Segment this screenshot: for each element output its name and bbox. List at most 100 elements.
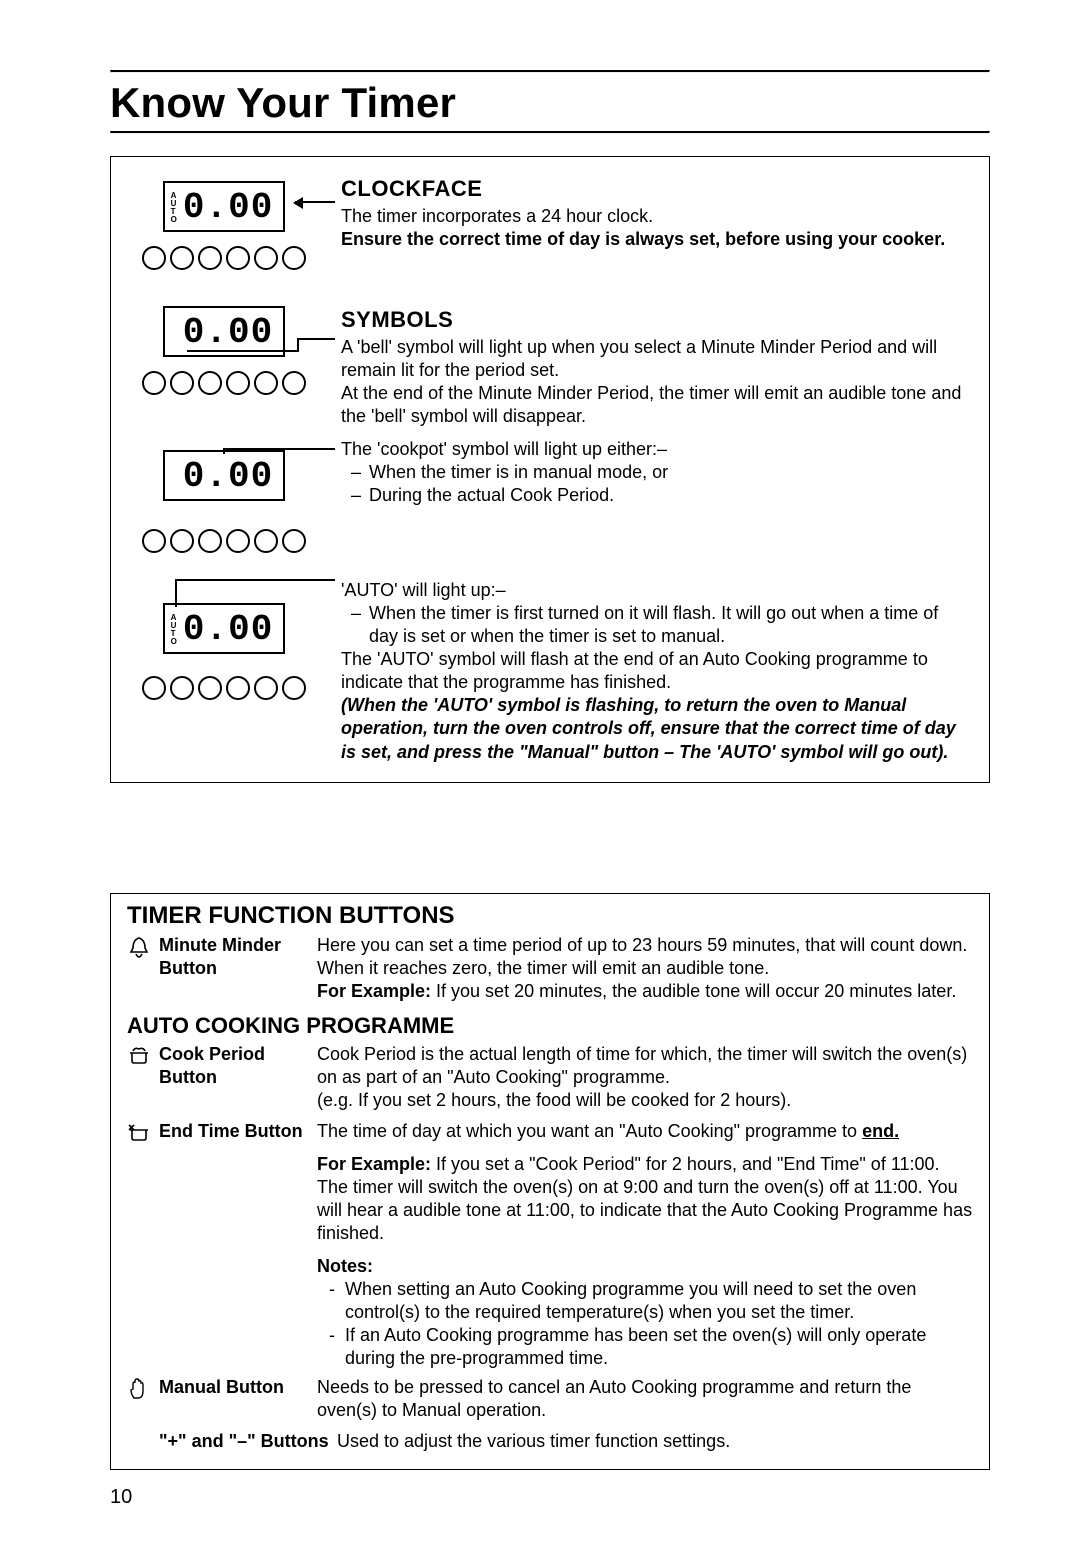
- timer-button-icon: [254, 246, 278, 270]
- clockface-text-2: Ensure the correct time of day is always…: [341, 228, 971, 251]
- plusminus-desc: Used to adjust the various timer functio…: [337, 1430, 973, 1453]
- plusminus-label: "+" and "–" Buttons: [159, 1430, 329, 1453]
- lcd-auto: A U T O 0.00: [163, 603, 286, 654]
- timer-button-icon: [282, 371, 306, 395]
- timer-button-icon: [170, 529, 194, 553]
- example-rest: If you set 20 minutes, the audible tone …: [431, 981, 956, 1001]
- cookpot-intro: The 'cookpot' symbol will light up eithe…: [341, 438, 971, 461]
- timer-button-icon: [254, 371, 278, 395]
- manual-desc: Needs to be pressed to cancel an Auto Co…: [317, 1376, 973, 1422]
- minute-minder-label: Minute Minder Button: [159, 934, 309, 980]
- lcd-digits: 0.00: [183, 312, 273, 353]
- cookpot-end-icon: [127, 1120, 151, 1142]
- know-your-timer-box: A U T O 0.00: [110, 156, 990, 783]
- cookpot-icon: [127, 1043, 151, 1065]
- timer-button-icon: [282, 246, 306, 270]
- list-item: When the timer is in manual mode, or: [341, 461, 971, 484]
- timer-button-icon: [198, 246, 222, 270]
- notes-label: Notes:: [317, 1256, 373, 1276]
- timer-button-icon: [198, 371, 222, 395]
- notes-list: When setting an Auto Cooking programme y…: [317, 1278, 973, 1370]
- bell-text-1: A 'bell' symbol will light up when you s…: [341, 336, 971, 382]
- auto-pointer: [175, 579, 335, 581]
- timer-button-icon: [170, 676, 194, 700]
- clockface-pointer: [295, 201, 335, 203]
- lcd-cookpot: 0.00: [163, 450, 285, 501]
- auto-cooking-heading: AUTO COOKING PROGRAMME: [127, 1013, 973, 1039]
- bell-icon: [127, 934, 151, 960]
- timer-button-icon: [226, 676, 250, 700]
- button-row: [142, 676, 306, 700]
- symbols-heading: SYMBOLS: [341, 306, 971, 334]
- end-time-end-word: end.: [862, 1121, 899, 1141]
- cookpot-pointer: [297, 448, 335, 450]
- list-item: During the actual Cook Period.: [341, 484, 971, 507]
- button-row: [142, 371, 306, 395]
- timer-button-icon: [198, 529, 222, 553]
- symbols-auto-section: A U T O 0.00: [129, 579, 971, 763]
- manual-row: Manual Button Needs to be pressed to can…: [127, 1376, 973, 1422]
- list-item: When setting an Auto Cooking programme y…: [317, 1278, 973, 1324]
- bell-diagram: 0.00: [129, 306, 319, 395]
- end-time-notes-row: Notes: When setting an Auto Cooking prog…: [127, 1255, 973, 1370]
- list-item: When the timer is first turned on it wil…: [341, 602, 971, 648]
- auto-diagram: A U T O 0.00: [129, 579, 319, 700]
- auto-letters: A U T O: [171, 614, 177, 646]
- auto-p2: The 'AUTO' symbol will flash at the end …: [341, 648, 971, 694]
- clockface-diagram: A U T O 0.00: [129, 175, 319, 270]
- example-prefix: For Example:: [317, 981, 431, 1001]
- end-time-desc-pre: The time of day at which you want an "Au…: [317, 1121, 862, 1141]
- minute-minder-row: Minute Minder Button Here you can set a …: [127, 934, 973, 1003]
- timer-function-box: TIMER FUNCTION BUTTONS Minute Minder But…: [110, 893, 990, 1471]
- lcd-digits: 0.00: [183, 456, 273, 497]
- minute-minder-desc: Here you can set a time period of up to …: [317, 935, 967, 978]
- cookpot-diagram: 0.00: [129, 438, 319, 553]
- end-time-example-row: For Example: If you set a "Cook Period" …: [127, 1153, 973, 1245]
- example-prefix: For Example:: [317, 1154, 431, 1174]
- timer-button-icon: [226, 371, 250, 395]
- end-time-label: End Time Button: [159, 1120, 309, 1143]
- timer-function-heading: TIMER FUNCTION BUTTONS: [127, 902, 973, 930]
- timer-button-icon: [254, 529, 278, 553]
- manual-label: Manual Button: [159, 1376, 309, 1399]
- timer-button-icon: [170, 371, 194, 395]
- timer-button-icon: [282, 529, 306, 553]
- auto-intro: 'AUTO' will light up:–: [341, 579, 971, 602]
- cook-period-label: Cook Period Button: [159, 1043, 309, 1089]
- timer-button-icon: [142, 371, 166, 395]
- lcd-clockface: A U T O 0.00: [163, 181, 286, 232]
- auto-letters: A U T O: [171, 192, 177, 224]
- timer-button-icon: [198, 676, 222, 700]
- lcd-digits: 0.00: [183, 187, 273, 228]
- button-row: [142, 529, 306, 553]
- button-row: [142, 246, 306, 270]
- under-title-rule: [110, 131, 990, 134]
- end-time-row: End Time Button The time of day at which…: [127, 1120, 973, 1143]
- timer-button-icon: [142, 246, 166, 270]
- lcd-digits: 0.00: [183, 609, 273, 650]
- cookpot-topline: [223, 448, 299, 450]
- cook-period-row: Cook Period Button Cook Period is the ac…: [127, 1043, 973, 1112]
- clockface-text-1: The timer incorporates a 24 hour clock.: [341, 205, 971, 228]
- page-number: 10: [110, 1486, 990, 1509]
- top-rule: [110, 70, 990, 73]
- clockface-section: A U T O 0.00: [129, 175, 971, 270]
- timer-button-icon: [226, 246, 250, 270]
- timer-button-icon: [142, 676, 166, 700]
- cook-period-desc: Cook Period is the actual length of time…: [317, 1044, 967, 1087]
- timer-button-icon: [282, 676, 306, 700]
- clockface-heading: CLOCKFACE: [341, 175, 971, 203]
- cook-period-eg: (e.g. If you set 2 hours, the food will …: [317, 1090, 791, 1110]
- page-title: Know Your Timer: [110, 79, 990, 127]
- symbols-bell-section: 0.00 SYMBOLS: [129, 306, 971, 428]
- timer-button-icon: [254, 676, 278, 700]
- timer-button-icon: [226, 529, 250, 553]
- bell-pointer: [297, 338, 335, 340]
- auto-bold-italic: (When the 'AUTO' symbol is flashing, to …: [341, 694, 971, 763]
- auto-vline: [175, 579, 177, 607]
- hand-icon: [127, 1376, 151, 1400]
- bell-text-2: At the end of the Minute Minder Period, …: [341, 382, 971, 428]
- plusminus-row: "+" and "–" Buttons Used to adjust the v…: [127, 1430, 973, 1453]
- timer-button-icon: [170, 246, 194, 270]
- timer-button-icon: [142, 529, 166, 553]
